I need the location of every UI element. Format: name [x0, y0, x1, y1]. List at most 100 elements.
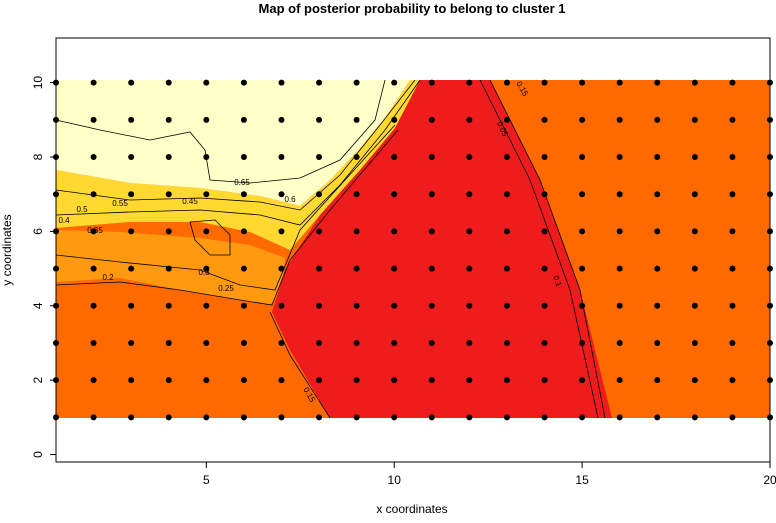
grid-point [278, 228, 285, 235]
grid-point [729, 414, 736, 421]
grid-point [503, 116, 510, 123]
grid-point [278, 302, 285, 309]
grid-point [240, 302, 247, 309]
region-yellow [56, 80, 420, 250]
grid-point [466, 154, 473, 161]
grid-point [691, 191, 698, 198]
grid-point [691, 339, 698, 346]
contour-label: 0.1 [551, 274, 563, 288]
grid-point [729, 265, 736, 272]
grid-point [165, 377, 172, 384]
grid-point [428, 191, 435, 198]
grid-point [165, 191, 172, 198]
y-tick-label: 8 [31, 153, 45, 160]
contour-line [489, 79, 606, 419]
contour-lines [55, 79, 606, 419]
grid-point [90, 154, 97, 161]
grid-point [654, 154, 661, 161]
grid-point [579, 414, 586, 421]
grid-point [240, 228, 247, 235]
grid-point [316, 302, 323, 309]
grid-point [53, 339, 59, 346]
grid-point [278, 377, 285, 384]
grid-point [128, 116, 135, 123]
grid-point [240, 79, 247, 86]
grid-point [428, 154, 435, 161]
grid-point [90, 228, 97, 235]
grid-point [691, 265, 698, 272]
grid-point [767, 302, 773, 309]
grid-point [391, 414, 398, 421]
grid-point [53, 228, 59, 235]
grid-point [616, 191, 623, 198]
grid-point [165, 265, 172, 272]
grid-point [654, 339, 661, 346]
grid-point [53, 191, 59, 198]
grid-point [53, 79, 59, 86]
contour-label: 0.4 [58, 216, 70, 225]
grid-point [278, 191, 285, 198]
grid-point [165, 414, 172, 421]
grid-point [353, 302, 360, 309]
grid-point [428, 79, 435, 86]
grid-point [391, 377, 398, 384]
grid-point [691, 79, 698, 86]
grid-point [278, 265, 285, 272]
x-tick-label: 15 [575, 473, 589, 487]
grid-point [466, 377, 473, 384]
grid-point [128, 302, 135, 309]
grid-point [579, 116, 586, 123]
grid-point [466, 116, 473, 123]
grid-point [541, 339, 548, 346]
grid-point [203, 116, 210, 123]
grid-point [654, 191, 661, 198]
grid-point [503, 302, 510, 309]
grid-point [579, 377, 586, 384]
grid-point [541, 265, 548, 272]
grid-point [353, 79, 360, 86]
grid-point [767, 154, 773, 161]
grid-point [128, 79, 135, 86]
contour-line [55, 79, 421, 226]
grid-point [729, 302, 736, 309]
grid-point [353, 339, 360, 346]
grid-point [203, 154, 210, 161]
grid-point [240, 377, 247, 384]
grid-point [503, 339, 510, 346]
contour-line [189, 219, 231, 256]
grid-point [691, 154, 698, 161]
grid-point [654, 265, 661, 272]
grid-point [579, 302, 586, 309]
contour-label: 0.3 [198, 268, 210, 277]
grid-point [541, 377, 548, 384]
grid-point [240, 265, 247, 272]
grid-point [316, 414, 323, 421]
grid-point [53, 265, 59, 272]
contour-line [55, 79, 386, 184]
grid-point [428, 116, 435, 123]
grid-point [767, 228, 773, 235]
contour-label: 0.45 [182, 197, 198, 206]
plot-frame [55, 37, 771, 463]
grid-point [128, 339, 135, 346]
region-high [56, 80, 410, 206]
grid-point [165, 79, 172, 86]
grid-point [503, 191, 510, 198]
grid-point [353, 265, 360, 272]
contour-label: 0.6 [284, 195, 296, 204]
grid-point [240, 116, 247, 123]
grid-point [353, 191, 360, 198]
grid-point [729, 116, 736, 123]
grid-point [391, 302, 398, 309]
grid-point [278, 116, 285, 123]
region-red [272, 80, 612, 418]
grid-point [428, 228, 435, 235]
grid-point [165, 154, 172, 161]
grid-point [203, 414, 210, 421]
contour-line [55, 124, 396, 291]
grid-point [579, 228, 586, 235]
grid-point [316, 377, 323, 384]
grid-point [90, 116, 97, 123]
grid-point [391, 79, 398, 86]
